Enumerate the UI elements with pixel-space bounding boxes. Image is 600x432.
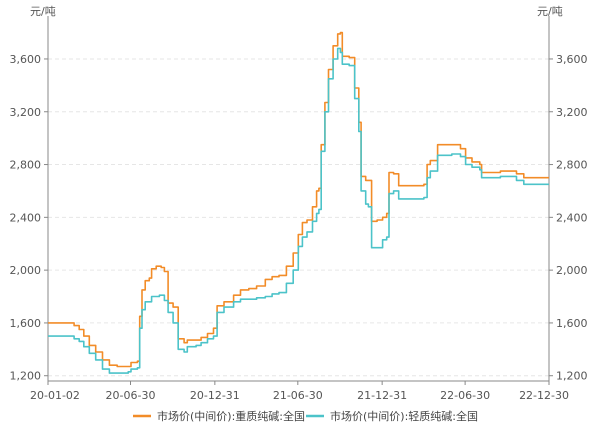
x-tick-label: 21-12-31: [357, 389, 407, 402]
y-tick-label-right: 2,400: [556, 211, 588, 224]
legend-label: 市场价(中间价):重质纯碱:全国: [157, 409, 305, 423]
y-tick-label-right: 2,800: [556, 159, 588, 172]
grid-lines: [48, 58, 549, 377]
y-tick-label-right: 3,600: [556, 53, 588, 66]
y-tick-label-right: 1,200: [556, 370, 588, 383]
y-tick-label-right: 3,200: [556, 106, 588, 119]
y-tick-label-left: 1,600: [10, 317, 42, 330]
y-tick-label-right: 2,000: [556, 264, 588, 277]
series-line-heavy-soda-ash: [48, 31, 549, 368]
y-tick-label-left: 3,200: [10, 106, 42, 119]
x-tick-label: 20-12-31: [190, 389, 240, 402]
legend-label: 市场价(中间价):轻质纯碱:全国: [330, 409, 478, 423]
series-lines: [48, 31, 549, 374]
y-tick-label-left: 2,400: [10, 211, 42, 224]
x-tick-label: 22-06-30: [440, 389, 490, 402]
y-axis-unit-left: 元/吨: [30, 5, 56, 18]
y-tick-label-left: 1,200: [10, 370, 42, 383]
axes: 1,200 1,200 1,600 1,600 2,000 2,000 2,400 2,400…: [10, 16, 588, 402]
series-line-light-soda-ash: [48, 47, 549, 374]
x-tick-label: 22-12-30: [519, 389, 569, 402]
x-tick-label: 21-06-30: [273, 389, 323, 402]
y-axis-unit-right: 元/吨: [537, 5, 563, 18]
x-tick-label: 20-01-02: [30, 389, 80, 402]
y-tick-label-left: 3,600: [10, 53, 42, 66]
legend: 市场价(中间价):重质纯碱:全国 市场价(中间价):轻质纯碱:全国: [133, 409, 478, 423]
y-tick-label-left: 2,000: [10, 264, 42, 277]
y-tick-label-right: 1,600: [556, 317, 588, 330]
x-tick-label: 20-06-30: [106, 389, 156, 402]
y-tick-label-left: 2,800: [10, 159, 42, 172]
